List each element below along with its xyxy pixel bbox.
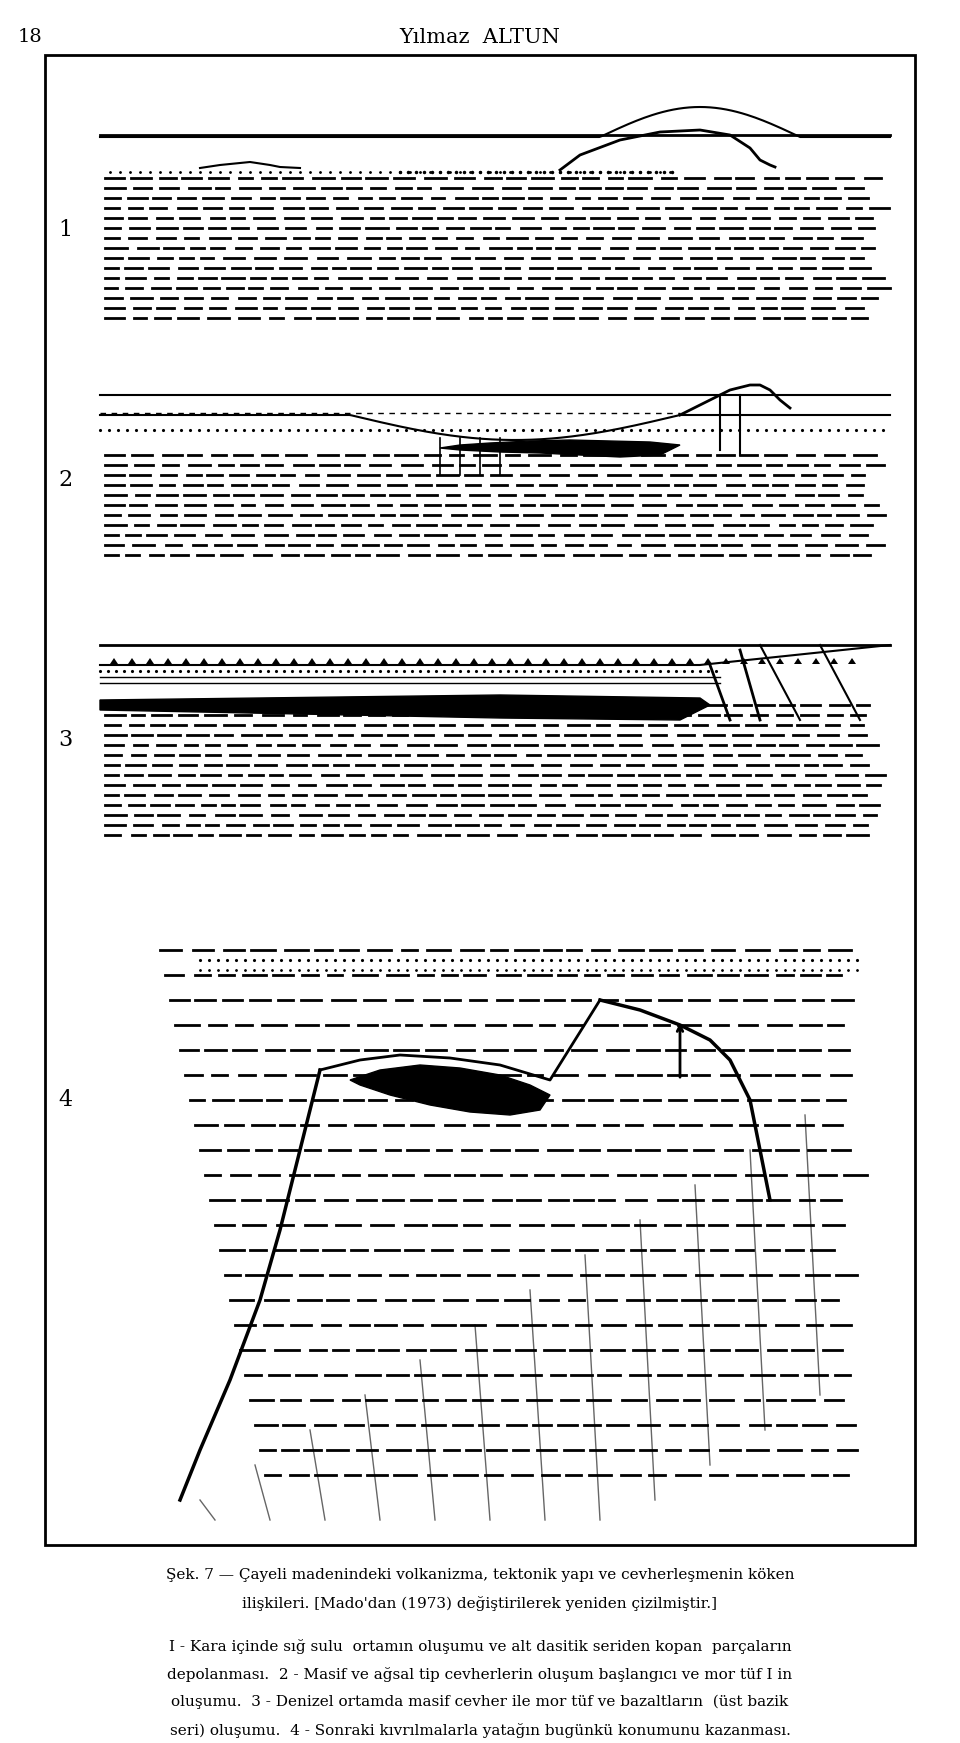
- Polygon shape: [416, 659, 424, 664]
- Polygon shape: [848, 659, 856, 664]
- Polygon shape: [218, 659, 226, 664]
- Text: Yılmaz  ALTUN: Yılmaz ALTUN: [399, 28, 561, 47]
- Polygon shape: [200, 659, 208, 664]
- Polygon shape: [506, 659, 514, 664]
- Polygon shape: [380, 659, 388, 664]
- Polygon shape: [722, 659, 730, 664]
- Polygon shape: [100, 695, 710, 720]
- Polygon shape: [650, 659, 658, 664]
- Polygon shape: [362, 659, 370, 664]
- Polygon shape: [182, 659, 190, 664]
- Polygon shape: [440, 439, 680, 457]
- Polygon shape: [254, 659, 262, 664]
- Polygon shape: [470, 659, 478, 664]
- Polygon shape: [128, 659, 136, 664]
- Polygon shape: [488, 659, 496, 664]
- Text: depolanması.  2 - Masif ve ağsal tip cevherlerin oluşum başlangıcı ve mor tüf I : depolanması. 2 - Masif ve ağsal tip cevh…: [167, 1666, 793, 1682]
- Polygon shape: [350, 1065, 550, 1116]
- Text: I - Kara içinde sığ sulu  ortamın oluşumu ve alt dasitik seriden kopan  parçalar: I - Kara içinde sığ sulu ortamın oluşumu…: [169, 1638, 791, 1654]
- Polygon shape: [344, 659, 352, 664]
- Polygon shape: [164, 659, 172, 664]
- Text: 1: 1: [58, 220, 72, 241]
- Polygon shape: [542, 659, 550, 664]
- Polygon shape: [290, 659, 298, 664]
- Text: 3: 3: [58, 729, 72, 751]
- Polygon shape: [578, 659, 586, 664]
- Bar: [45, 56, 915, 1544]
- Text: 4: 4: [58, 1089, 72, 1110]
- Polygon shape: [524, 659, 532, 664]
- Polygon shape: [830, 659, 838, 664]
- Polygon shape: [110, 659, 118, 664]
- Polygon shape: [668, 659, 676, 664]
- Polygon shape: [560, 659, 568, 664]
- Polygon shape: [272, 659, 280, 664]
- Polygon shape: [236, 659, 244, 664]
- Polygon shape: [740, 659, 748, 664]
- Text: Şek. 7 — Çayeli madenindeki volkanizma, tektonik yapı ve cevherleşmenin köken: Şek. 7 — Çayeli madenindeki volkanizma, …: [166, 1569, 794, 1583]
- Text: seri) oluşumu.  4 - Sonraki kıvrılmalarla yatağın bugünkü konumunu kazanması.: seri) oluşumu. 4 - Sonraki kıvrılmalarla…: [170, 1724, 790, 1738]
- Polygon shape: [758, 659, 766, 664]
- Polygon shape: [704, 659, 712, 664]
- Polygon shape: [308, 659, 316, 664]
- Polygon shape: [614, 659, 622, 664]
- Polygon shape: [632, 659, 640, 664]
- Text: 2: 2: [58, 469, 72, 492]
- Polygon shape: [812, 659, 820, 664]
- Polygon shape: [146, 659, 154, 664]
- Polygon shape: [326, 659, 334, 664]
- Text: 18: 18: [18, 28, 43, 45]
- Polygon shape: [776, 659, 784, 664]
- Polygon shape: [596, 659, 604, 664]
- Polygon shape: [686, 659, 694, 664]
- Polygon shape: [398, 659, 406, 664]
- Polygon shape: [794, 659, 802, 664]
- Polygon shape: [452, 659, 460, 664]
- Text: ilişkileri. [Mado'dan (1973) değiştirilerek yeniden çizilmiştir.]: ilişkileri. [Mado'dan (1973) değiştirile…: [243, 1597, 717, 1611]
- Text: oluşumu.  3 - Denizel ortamda masif cevher ile mor tüf ve bazaltların  (üst bazi: oluşumu. 3 - Denizel ortamda masif cevhe…: [172, 1694, 788, 1710]
- Polygon shape: [434, 659, 442, 664]
